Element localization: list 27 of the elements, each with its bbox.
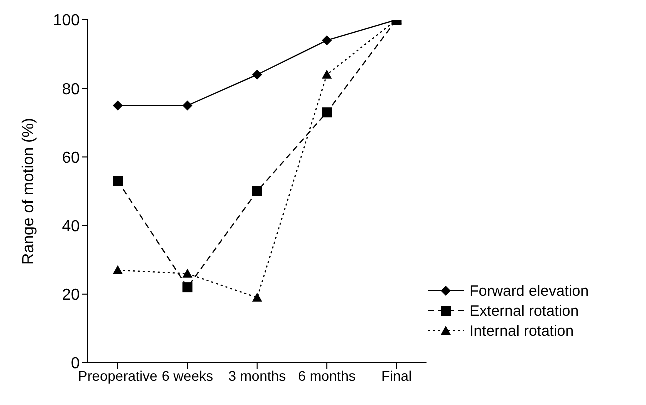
legend-label: Internal rotation bbox=[470, 322, 574, 340]
point bbox=[322, 36, 332, 46]
x-tick-label: 6 months bbox=[298, 368, 356, 384]
y-tick-label: 80 bbox=[62, 81, 80, 98]
point bbox=[252, 70, 262, 80]
point bbox=[182, 282, 193, 293]
y-tick-label: 100 bbox=[53, 12, 80, 30]
point bbox=[113, 265, 123, 274]
point bbox=[252, 292, 262, 302]
x-tick-label: Final bbox=[382, 368, 412, 384]
legend-label: External rotation bbox=[470, 302, 579, 320]
point bbox=[322, 70, 332, 79]
y-tick-label: 40 bbox=[62, 218, 80, 236]
y-axis-title: Range of motion (%) bbox=[20, 118, 38, 265]
x-tick-label: 3 months bbox=[228, 368, 286, 384]
y-tick-label: 20 bbox=[62, 287, 80, 304]
point bbox=[113, 176, 123, 186]
legend-label: Forward elevation bbox=[470, 282, 589, 300]
point bbox=[182, 100, 193, 111]
x-tick-label: Preoperative bbox=[78, 368, 158, 384]
x-tick-label: 6 weeks bbox=[162, 368, 214, 384]
point bbox=[252, 186, 262, 196]
point bbox=[182, 268, 193, 278]
y-tick-label: 60 bbox=[62, 150, 80, 167]
y-tick-label: 0 bbox=[71, 356, 80, 373]
point bbox=[113, 100, 123, 111]
point bbox=[322, 108, 332, 118]
